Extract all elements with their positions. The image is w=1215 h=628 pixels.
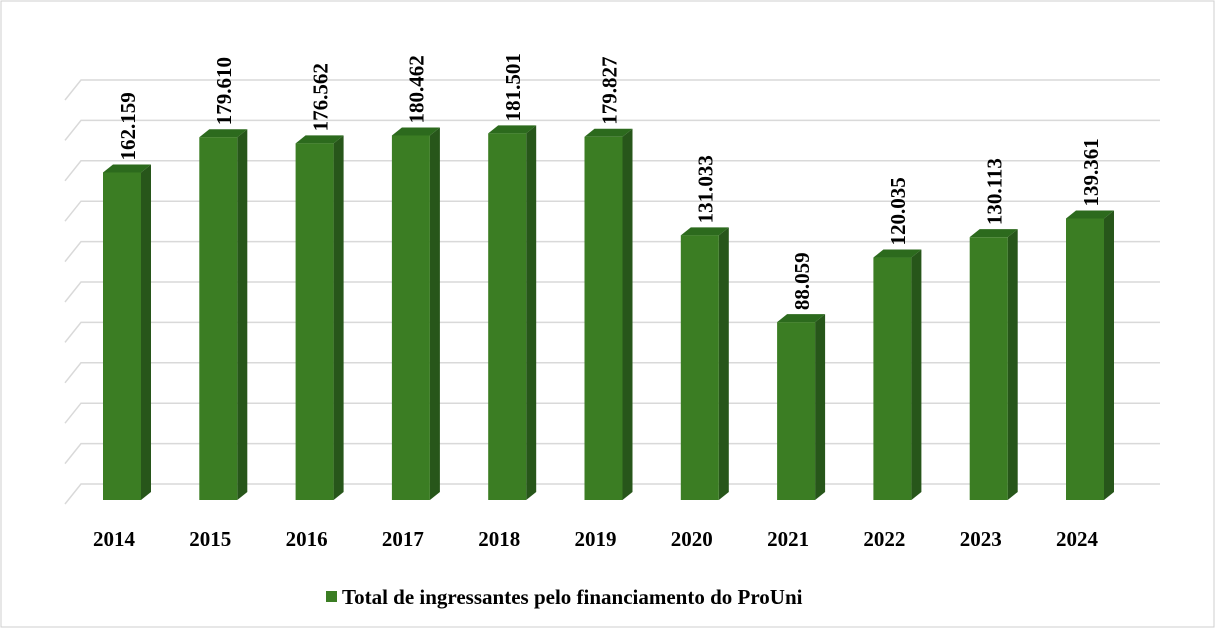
value-label: 120.035 — [886, 177, 910, 245]
bar-top — [680, 227, 729, 236]
bar-top — [199, 129, 248, 138]
grid-line — [64, 160, 1160, 182]
grid-line — [64, 240, 1160, 263]
bar-side — [526, 125, 537, 500]
bar-side — [237, 129, 248, 500]
value-label: 88.059 — [790, 252, 814, 310]
bar — [199, 137, 238, 500]
value-label: 176.562 — [308, 63, 332, 131]
bar-top — [777, 314, 826, 323]
x-tick-label: 2019 — [575, 527, 617, 551]
bar — [584, 136, 623, 501]
legend-swatch — [326, 591, 337, 602]
bar-side — [141, 164, 151, 500]
x-tick-label: 2016 — [286, 527, 328, 551]
bar-side — [622, 128, 633, 501]
grid-line — [64, 119, 1160, 141]
x-tick-label: 2023 — [960, 527, 1002, 551]
bar-top — [873, 249, 922, 258]
bar-side — [718, 227, 729, 500]
bar-top — [969, 229, 1018, 238]
value-label: 131.033 — [694, 155, 718, 223]
legend-label: Total de ingressantes pelo financiamento… — [342, 585, 803, 609]
value-label: 179.827 — [597, 56, 621, 124]
bar — [295, 143, 334, 500]
x-tick-label: 2018 — [478, 527, 520, 551]
grid-line — [64, 79, 1160, 101]
bar — [103, 172, 141, 500]
x-tick-label: 2020 — [671, 527, 713, 551]
bar — [1066, 218, 1104, 500]
grid-line — [64, 281, 1160, 303]
x-tick-label: 2024 — [1056, 527, 1099, 551]
bar — [777, 322, 816, 500]
value-label: 139.361 — [1079, 138, 1103, 206]
grid-line — [64, 200, 1160, 222]
bar-top — [488, 125, 537, 134]
bar-side — [815, 314, 826, 500]
value-label: 162.159 — [116, 92, 140, 160]
bar — [680, 235, 719, 500]
bar-top — [584, 128, 633, 137]
bar-side — [429, 127, 440, 500]
value-label: 130.113 — [983, 158, 1007, 225]
bar-side — [1104, 210, 1114, 500]
bar-top — [1066, 210, 1114, 219]
x-tick-label: 2021 — [767, 527, 809, 551]
value-label: 180.462 — [405, 55, 429, 123]
bar-top — [103, 164, 151, 173]
value-label: 181.501 — [501, 53, 525, 121]
x-tick-label: 2022 — [863, 527, 905, 551]
value-label: 179.610 — [212, 57, 236, 125]
bar-side — [911, 249, 922, 500]
bar — [873, 257, 912, 500]
x-tick-label: 2015 — [189, 527, 231, 551]
bar — [969, 237, 1008, 500]
bar — [391, 135, 430, 500]
bar-side — [333, 135, 344, 500]
x-tick-label: 2014 — [93, 527, 136, 551]
x-tick-label: 2017 — [382, 527, 424, 551]
bar — [488, 133, 527, 500]
bar-top — [391, 127, 440, 136]
bar-top — [295, 135, 344, 144]
bar-side — [1007, 229, 1018, 500]
